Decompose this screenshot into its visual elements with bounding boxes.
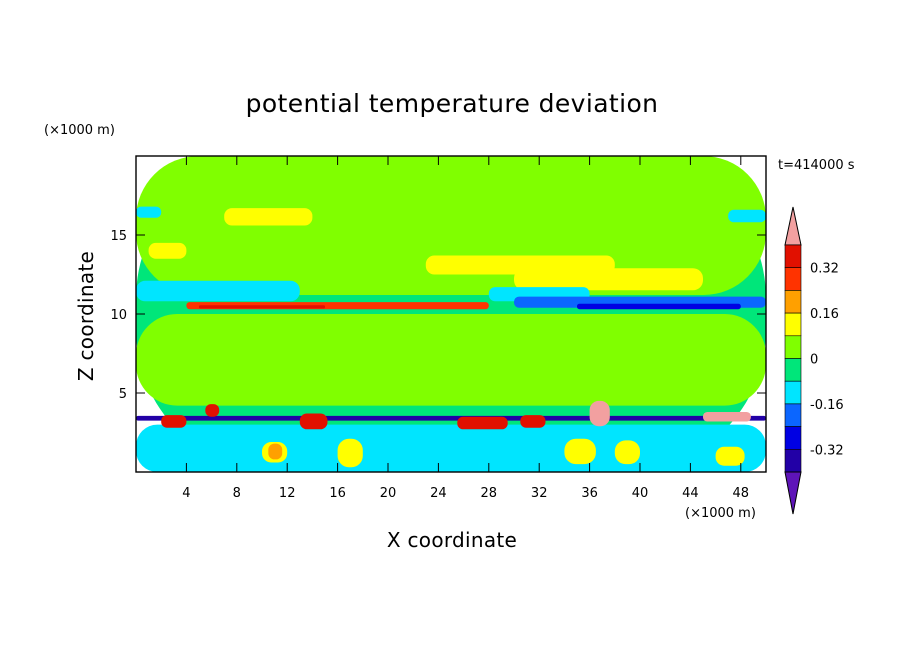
colorbar-band: [784, 426, 802, 450]
plot-area: [136, 156, 766, 472]
x-tick-label: 28: [481, 486, 498, 501]
colorbar-band: [784, 267, 802, 291]
x-tick-label: 40: [632, 486, 649, 501]
x-tick-label: 20: [380, 486, 397, 501]
colorbar-label: 0.32: [810, 262, 839, 277]
colorbar-band: [784, 244, 802, 269]
x-tick-label: 32: [531, 486, 548, 501]
colorbar-band: [784, 358, 802, 382]
x-tick-label: 8: [233, 486, 241, 501]
y-tick-label: 5: [119, 387, 127, 402]
y-tick-label: 15: [110, 229, 127, 244]
contour-region: [577, 303, 741, 310]
colorbar: 0.32 0.16 0 -0.16 -0.32: [784, 206, 844, 515]
contour-region: [728, 209, 766, 223]
colorbar-band: [784, 403, 802, 427]
colorbar-label: -0.32: [810, 443, 844, 458]
contour-region: [136, 424, 766, 472]
contour-region: [268, 443, 283, 460]
contour-region: [520, 415, 546, 428]
contour-region: [514, 268, 703, 291]
contour-region: [136, 206, 162, 218]
contour-region: [161, 415, 187, 428]
colorbar-label: 0: [810, 353, 818, 368]
contour-region: [136, 280, 300, 302]
contour-region: [614, 440, 640, 465]
contour-region: [457, 416, 508, 430]
chart-title: potential temperature deviation: [246, 89, 659, 118]
x-tick-label: 36: [581, 486, 598, 501]
contour-region: [224, 208, 313, 226]
colorbar-bottom-arrow: [784, 471, 802, 515]
x-tick-label: 24: [430, 486, 447, 501]
y-axis-ticks: 5 10 15: [110, 229, 766, 402]
contour-region: [703, 412, 751, 422]
colorbar-label: -0.16: [810, 398, 844, 413]
contour-region: [337, 438, 363, 468]
x-scale-label: (×1000 m): [685, 506, 756, 521]
contour-region: [299, 413, 328, 430]
contour-region: [148, 242, 187, 259]
x-tick-label: 44: [682, 486, 699, 501]
x-axis-label: X coordinate: [387, 528, 517, 552]
x-tick-label: 12: [279, 486, 296, 501]
colorbar-top-arrow: [784, 206, 802, 246]
x-tick-label: 16: [329, 486, 346, 501]
contour-region: [564, 438, 596, 465]
plot-border: [135, 155, 767, 473]
colorbar-band: [784, 448, 802, 473]
y-tick-label: 10: [110, 308, 127, 323]
contour-region: [136, 314, 766, 406]
contour-region: [199, 305, 325, 309]
colorbar-band: [784, 290, 802, 314]
time-label: t=414000 s: [778, 158, 855, 173]
y-axis-label: Z coordinate: [74, 251, 98, 381]
contour-region: [205, 404, 220, 417]
colorbar-band: [784, 312, 802, 337]
contour-region: [715, 446, 745, 466]
colorbar-label: 0.16: [810, 307, 839, 322]
colorbar-band: [784, 380, 802, 405]
y-scale-label: (×1000 m): [44, 123, 115, 138]
x-tick-label: 48: [733, 486, 750, 501]
contour-region: [589, 400, 610, 427]
colorbar-band: [784, 335, 802, 359]
x-tick-label: 4: [182, 486, 190, 501]
contour-region: [136, 415, 766, 421]
x-axis-ticks: 4 8 12 16 20 24 28 32 36 40 44 48: [182, 156, 749, 501]
